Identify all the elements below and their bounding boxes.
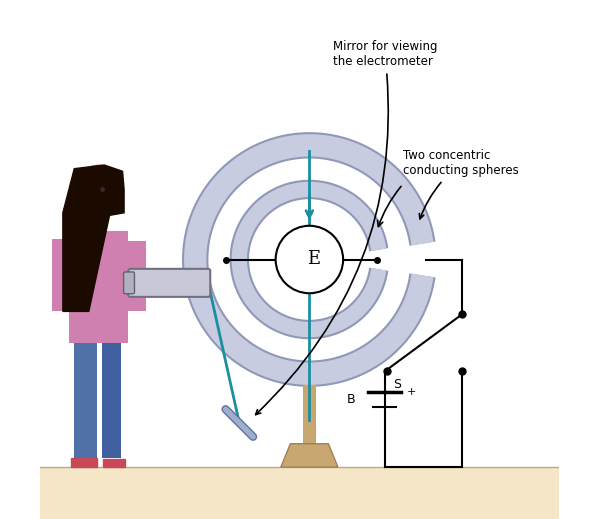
Polygon shape	[71, 458, 97, 467]
Polygon shape	[53, 239, 74, 311]
Polygon shape	[91, 213, 107, 231]
Polygon shape	[63, 165, 124, 311]
Polygon shape	[102, 343, 121, 458]
Polygon shape	[103, 459, 125, 467]
Circle shape	[276, 226, 343, 293]
Text: Mirror for viewing
the electrometer: Mirror for viewing the electrometer	[256, 40, 437, 415]
FancyBboxPatch shape	[124, 272, 135, 294]
Circle shape	[74, 165, 124, 214]
Text: B: B	[347, 393, 355, 406]
FancyBboxPatch shape	[128, 269, 210, 297]
Polygon shape	[281, 444, 338, 467]
Polygon shape	[69, 231, 128, 343]
Text: +: +	[407, 387, 416, 397]
Text: E: E	[307, 251, 320, 268]
Text: Two concentric
conducting spheres: Two concentric conducting spheres	[403, 149, 518, 219]
Text: S: S	[393, 377, 402, 391]
Bar	[39, 467, 559, 519]
Polygon shape	[123, 241, 146, 311]
Polygon shape	[74, 343, 97, 458]
